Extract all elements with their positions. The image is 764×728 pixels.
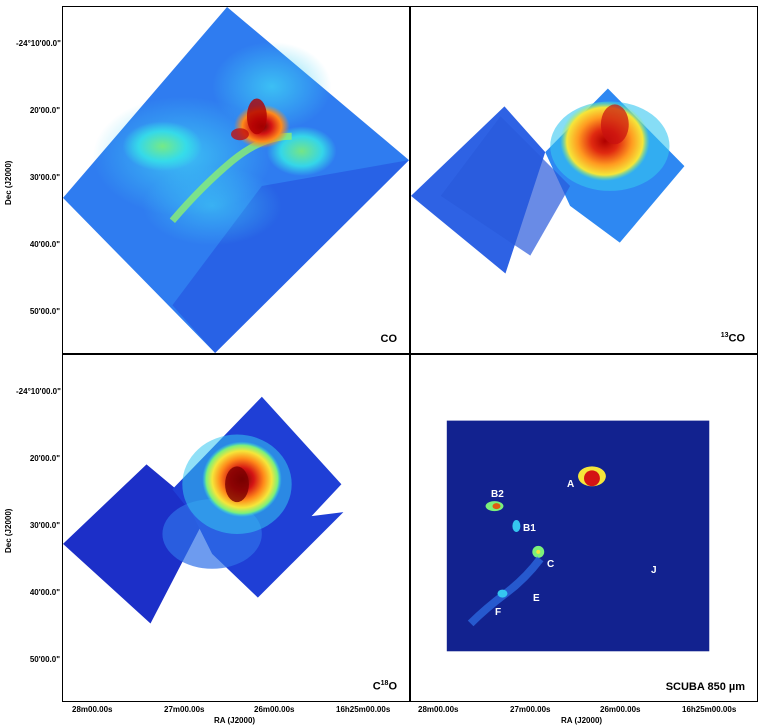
x-tick-right-1: 27m00.00s	[510, 705, 551, 714]
y-tick-bottom-1: 20'00.0"	[29, 454, 60, 463]
y-axis-title-top: Dec (J2000)	[4, 160, 13, 205]
y-tick-top-0: -24°10'00.0"	[16, 39, 61, 48]
y-tick-top-4: 50'00.0"	[29, 307, 60, 316]
y-tick-bottom-4: 50'00.0"	[29, 655, 60, 664]
y-tick-top-2: 30'00.0"	[29, 173, 60, 182]
y-tick-bottom-0: -24°10'00.0"	[16, 387, 61, 396]
scuba-map-label: SCUBA 850 µm	[665, 681, 745, 693]
scuba-850-map	[446, 420, 710, 652]
source-label-b1: B1	[523, 523, 536, 534]
y-tick-top-3: 40'00.0"	[29, 240, 60, 249]
source-label-j: J	[651, 565, 657, 576]
co-intensity-map	[63, 7, 409, 353]
y-tick-bottom-2: 30'00.0"	[29, 521, 60, 530]
source-label-c: C	[547, 559, 555, 570]
x-tick-right-2: 26m00.00s	[600, 705, 641, 714]
c18o-intensity-map	[63, 396, 344, 624]
x-tick-right-0: 28m00.00s	[418, 705, 459, 714]
x-tick-left-2: 26m00.00s	[254, 705, 295, 714]
source-label-a: A	[567, 479, 575, 490]
c18o-map-panel: C18O	[62, 354, 410, 702]
c18o-map-label: C18O	[372, 680, 397, 693]
x-axis-title-left: RA (J2000)	[214, 716, 256, 725]
13co-intensity-map	[411, 88, 685, 274]
13co-map-panel: 13CO	[410, 6, 758, 354]
co-map-label: CO	[380, 333, 398, 345]
y-tick-top-1: 20'00.0"	[29, 106, 60, 115]
scuba-map-panel: A B2 B1 C J E F SCUBA 850 µm	[410, 354, 758, 702]
x-axis-title-right: RA (J2000)	[561, 716, 603, 725]
co-map-panel: CO	[62, 6, 410, 354]
13co-map-label: 13CO	[720, 332, 745, 345]
y-axis-title-bottom: Dec (J2000)	[4, 508, 13, 553]
x-tick-left-3: 16h25m00.00s	[336, 705, 391, 714]
source-label-b2: B2	[491, 489, 504, 500]
x-tick-left-0: 28m00.00s	[72, 705, 113, 714]
scuba-map-coverage	[446, 420, 710, 652]
x-tick-right-3: 16h25m00.00s	[682, 705, 737, 714]
x-tick-left-1: 27m00.00s	[164, 705, 205, 714]
y-tick-bottom-3: 40'00.0"	[29, 588, 60, 597]
source-label-f: F	[495, 607, 502, 618]
source-label-e: E	[533, 593, 540, 604]
c18o-map-coverage-left	[63, 464, 208, 624]
